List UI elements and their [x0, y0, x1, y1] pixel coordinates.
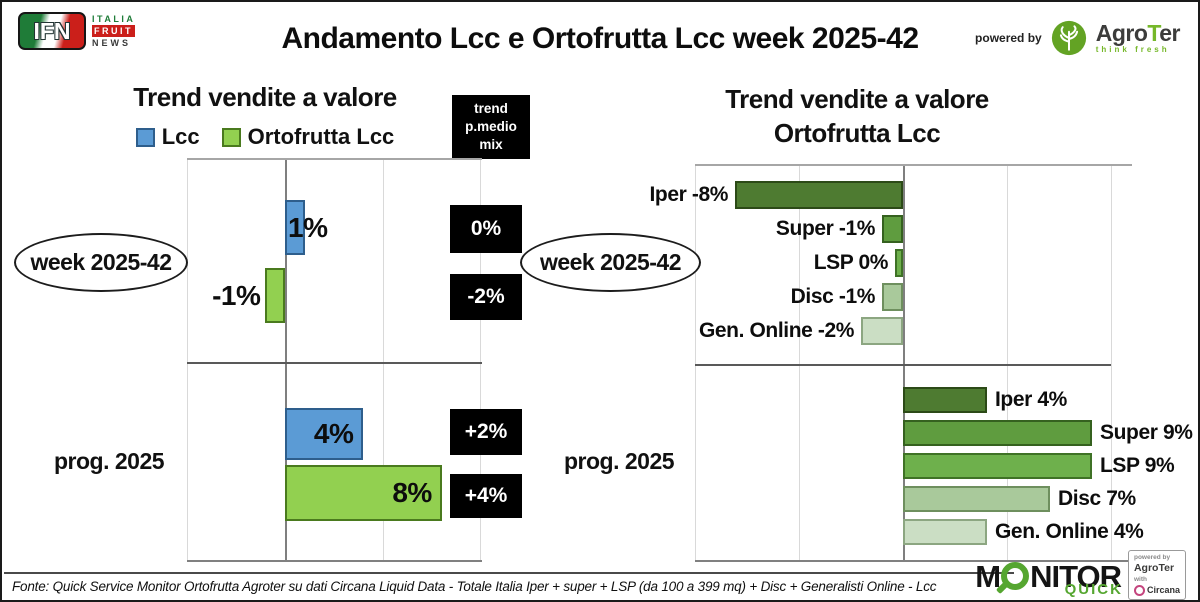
bar-disc-week-2025-42 — [882, 283, 903, 311]
bar-ortofrutta-lcc-prog-2025 — [285, 465, 442, 521]
ifn-logo-wordmark: ITALIA FRUIT NEWS — [92, 12, 135, 48]
bar-disc-prog-2025 — [903, 486, 1050, 512]
bar-label-disc-prog-2025: Disc 7% — [1058, 487, 1136, 510]
agroter-tree-icon — [1051, 20, 1086, 56]
monitor-agroter-label: AgroTer — [1133, 562, 1175, 575]
gridline — [480, 160, 481, 560]
bar-label-super-prog-2025: Super 9% — [1100, 421, 1193, 444]
bar-value-label-ortofrutta-lcc-week-2025-42: -1% — [212, 279, 261, 311]
ifn-logo-abbr: IFN — [33, 17, 71, 44]
bar-ortofrutta-lcc-week-2025-42 — [265, 268, 285, 323]
ifn-logo-mark: IFN — [18, 12, 86, 50]
gridline — [1111, 166, 1112, 560]
source-note: Fonte: Quick Service Monitor Ortofrutta … — [12, 579, 937, 594]
agroter-wordmark: AgroTer think fresh — [1095, 20, 1181, 54]
circana-brand: Circana — [1133, 584, 1180, 597]
gridline — [187, 160, 188, 560]
right-plot-area: Iper -8% Super -1% LSP 0% Disc -1% Gen. Onli… — [650, 164, 1193, 562]
bar-iper-week-2025-42 — [735, 181, 903, 209]
legend-swatch-lcc — [135, 127, 155, 147]
bar-value-label-lcc-prog-2025: 4% — [313, 418, 354, 449]
bar-lcc-week-2025-42 — [285, 200, 305, 255]
mix-value-box-lcc-week-2025-42: 0% — [450, 205, 522, 253]
section-divider — [187, 362, 482, 364]
week-label-ellipse-left: week 2025-42 — [14, 233, 188, 292]
agroter-tagline: think fresh — [1095, 45, 1170, 54]
week-label-right: week 2025-42 — [539, 249, 682, 275]
bar-gen-online-prog-2025 — [903, 519, 987, 545]
right-chart-title-line1: Trend vendite a valore — [725, 84, 989, 114]
week-label-ellipse-right: week 2025-42 — [520, 233, 701, 292]
bar-label-iper-week-2025-42: Iper -8% — [649, 183, 729, 206]
mix-value-box-ortofrutta-lcc-prog-2025: +4% — [450, 474, 522, 518]
section-divider — [695, 364, 1111, 366]
legend-swatch-ortofrutta-lcc — [221, 127, 241, 147]
bar-gen-online-week-2025-42 — [861, 317, 903, 345]
bar-label-iper-prog-2025: Iper 4% — [995, 388, 1067, 411]
monitor-wordmark: M NITOR QUICK — [975, 558, 1122, 598]
right-chart-title-line2: Ortofrutta Lcc — [773, 118, 941, 148]
bar-label-lsp-week-2025-42: LSP 0% — [813, 251, 889, 274]
circana-ring-icon — [1133, 584, 1145, 596]
right-chart-title: Trend vendite a valore Ortofrutta Lcc — [662, 82, 1052, 150]
ifn-logo-news: NEWS — [92, 38, 131, 48]
bar-value-label-lcc-week-2025-42: 1% — [288, 211, 328, 243]
left-chart-title: Trend vendite a valore — [133, 82, 397, 112]
legend-item-lcc: Lcc — [135, 124, 200, 150]
bar-label-gen-online-prog-2025: Gen. Online 4% — [995, 520, 1144, 543]
zero-axis — [903, 166, 905, 560]
page-title: Andamento Lcc e Ortofrutta Lcc week 2025… — [281, 22, 919, 55]
agroter-name-prefix: Agro — [1095, 20, 1148, 46]
bar-label-disc-week-2025-42: Disc -1% — [790, 285, 876, 308]
agroter-brand: powered by AgroTer think fresh — [975, 20, 1180, 56]
bar-super-week-2025-42 — [882, 215, 903, 243]
ifn-logo-italia: ITALIA — [92, 14, 136, 24]
bar-iper-prog-2025 — [903, 387, 987, 413]
powered-by-label: powered by — [975, 31, 1042, 45]
bar-lcc-prog-2025 — [285, 408, 364, 460]
footer-separator — [4, 572, 1014, 574]
bar-label-lsp-prog-2025: LSP 9% — [1100, 454, 1175, 477]
bar-lsp-week-2025-42 — [895, 249, 903, 277]
monitor-quick-logo: M NITOR QUICK powered by AgroTer with Cir… — [975, 550, 1186, 600]
circana-label: Circana — [1146, 584, 1180, 595]
agroter-name-suffix: er — [1159, 20, 1180, 46]
gridline — [799, 166, 800, 560]
legend-item-ortofrutta-lcc: Ortofrutta Lcc — [221, 124, 395, 150]
gridline — [695, 166, 696, 560]
prog-label-right: prog. 2025 — [564, 448, 675, 474]
week-label-left: week 2025-42 — [30, 249, 172, 275]
ifn-logo: IFN ITALIA FRUIT NEWS — [18, 12, 135, 50]
zero-axis — [285, 160, 287, 560]
legend-label-lcc: Lcc — [161, 124, 200, 149]
monitor-quick-label: QUICK — [1064, 580, 1123, 598]
agroter-name-accent: T — [1147, 20, 1160, 46]
gridline — [1007, 166, 1008, 560]
left-chart-legend: Lcc Ortofrutta Lcc — [65, 124, 465, 150]
mix-value-box-ortofrutta-lcc-week-2025-42: -2% — [450, 274, 522, 320]
monitor-word-prefix: M — [975, 558, 1001, 594]
left-plot-area: 1% -1% 4% 8% — [187, 158, 482, 562]
bar-label-super-week-2025-42: Super -1% — [775, 217, 875, 240]
monitor-word-suffix: NITOR — [1030, 558, 1122, 594]
bar-lsp-prog-2025 — [903, 453, 1092, 479]
monitor-powered-by-box: powered by AgroTer with Circana — [1127, 550, 1186, 600]
bar-value-label-ortofrutta-lcc-prog-2025: 8% — [392, 477, 432, 508]
monitor-with-label: with — [1133, 576, 1147, 584]
mix-value-box-lcc-prog-2025: +2% — [450, 409, 522, 455]
gridline — [383, 160, 384, 560]
bar-label-gen-online-week-2025-42: Gen. Online -2% — [698, 319, 854, 342]
prog-label-left: prog. 2025 — [54, 448, 165, 474]
magnifier-icon — [1001, 561, 1030, 590]
monitor-powered-by-label: powered by — [1133, 554, 1171, 561]
trend-pmedio-mix-header: trend p.medio mix — [452, 95, 530, 159]
bar-super-prog-2025 — [903, 420, 1092, 446]
legend-label-ortofrutta-lcc: Ortofrutta Lcc — [247, 124, 395, 149]
ifn-logo-fruit: FRUIT — [92, 25, 135, 37]
